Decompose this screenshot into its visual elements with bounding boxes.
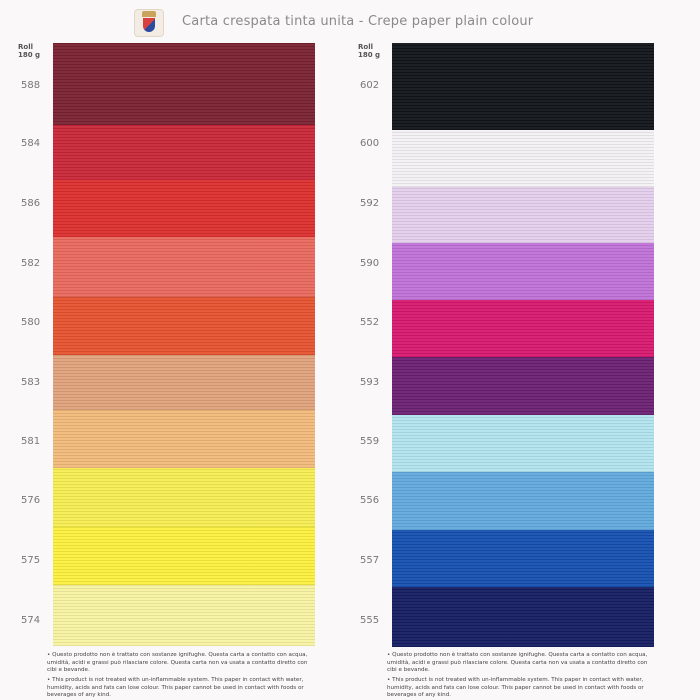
color-code: 576 bbox=[21, 495, 41, 506]
color-code: 586 bbox=[21, 198, 41, 209]
note-english-left: • This product is not treated with un-in… bbox=[47, 677, 304, 698]
color-swatch bbox=[53, 468, 315, 527]
color-swatch bbox=[392, 243, 654, 300]
color-code: 602 bbox=[360, 80, 380, 91]
color-code: 557 bbox=[360, 555, 380, 566]
color-code: 582 bbox=[21, 258, 41, 269]
weight-label: 180 g bbox=[18, 51, 41, 59]
crest-logo bbox=[134, 9, 164, 37]
color-code: 556 bbox=[360, 495, 380, 506]
color-swatch bbox=[392, 130, 654, 187]
color-swatch bbox=[392, 187, 654, 243]
weight-label: 180 g bbox=[358, 51, 381, 59]
color-code: 580 bbox=[21, 317, 41, 328]
note-english-right: • This product is not treated with un-in… bbox=[387, 677, 644, 698]
roll-label: Roll bbox=[18, 43, 33, 51]
color-code: 581 bbox=[21, 436, 41, 447]
color-code: 600 bbox=[360, 138, 380, 149]
note-italian-left: • Questo prodotto non è trattato con sos… bbox=[47, 652, 308, 673]
color-swatch bbox=[53, 237, 315, 297]
swatch-column-left bbox=[53, 0, 315, 699]
roll-weight-label-right: Roll 180 g bbox=[358, 43, 380, 59]
color-swatch bbox=[53, 180, 315, 237]
color-code: 552 bbox=[360, 317, 380, 328]
color-swatch bbox=[53, 43, 315, 125]
note-italian-right: • Questo prodotto non è trattato con sos… bbox=[387, 652, 648, 673]
color-swatch bbox=[53, 125, 315, 180]
roll-weight-label-left: Roll 180 g bbox=[18, 43, 40, 59]
color-swatch bbox=[392, 415, 654, 472]
color-swatch bbox=[392, 587, 654, 647]
color-code: 583 bbox=[21, 377, 41, 388]
color-code: 590 bbox=[360, 258, 380, 269]
roll-label: Roll bbox=[358, 43, 373, 51]
color-code: 559 bbox=[360, 436, 380, 447]
page-title: Carta crespata tinta unita - Crepe paper… bbox=[182, 14, 534, 29]
color-code: 584 bbox=[21, 138, 41, 149]
color-code: 593 bbox=[360, 377, 380, 388]
color-code: 574 bbox=[21, 615, 41, 626]
color-swatch bbox=[392, 472, 654, 530]
color-code: 592 bbox=[360, 198, 380, 209]
color-swatch bbox=[392, 530, 654, 587]
color-swatch bbox=[53, 355, 315, 410]
color-swatch bbox=[392, 357, 654, 415]
color-swatch bbox=[53, 410, 315, 468]
color-swatch bbox=[53, 585, 315, 646]
swatch-column-right bbox=[392, 0, 654, 699]
color-code: 555 bbox=[360, 615, 380, 626]
color-swatch bbox=[392, 300, 654, 357]
color-swatch bbox=[53, 527, 315, 585]
color-code: 588 bbox=[21, 80, 41, 91]
color-swatch bbox=[392, 43, 654, 130]
color-code: 575 bbox=[21, 555, 41, 566]
color-swatch bbox=[53, 297, 315, 355]
